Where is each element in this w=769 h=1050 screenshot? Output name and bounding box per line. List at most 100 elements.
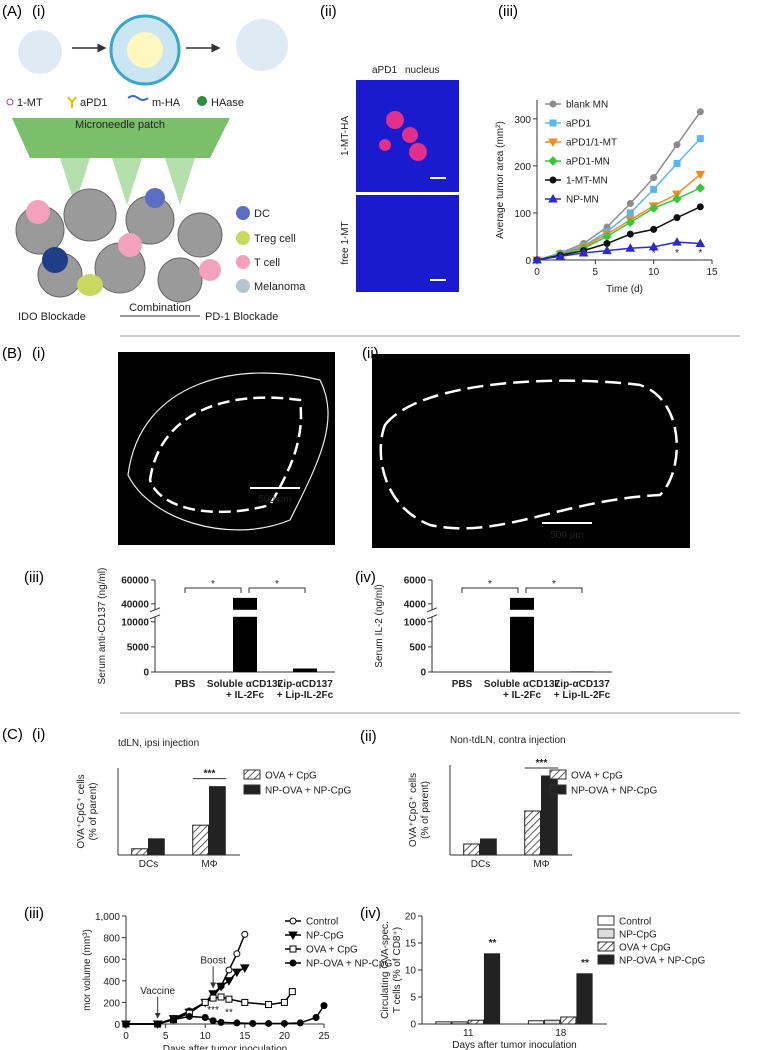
strategy-label: Combination — [129, 302, 191, 314]
legend-label: aPD1/1-MT — [566, 138, 617, 149]
legend-swatch — [243, 784, 261, 795]
marker — [625, 243, 636, 252]
x-tick-label: Soluble αCD137 — [484, 679, 561, 690]
image — [118, 352, 335, 545]
panel-labels: (A) (i) (ii) (iii) (B) (i) (ii) (iii) (i… — [2, 3, 518, 922]
x-tick-label: DCs — [471, 859, 490, 870]
polymer-blob — [18, 30, 62, 74]
marker — [532, 254, 542, 264]
bar — [510, 597, 534, 672]
legend-label: NP-OVA + NP-CpG — [265, 786, 351, 797]
legend-swatch — [597, 915, 615, 926]
legend-label: NP-CpG — [306, 931, 344, 942]
annotation: Vaccine — [140, 986, 175, 997]
panel-label: (iii) — [498, 3, 518, 20]
marker — [695, 183, 706, 193]
icon — [236, 255, 250, 269]
y-tick-label: 0 — [143, 668, 149, 679]
y-tick-label: 1000 — [404, 617, 427, 628]
y-tick-label: 100 — [514, 209, 531, 220]
significance: * — [488, 579, 492, 590]
marker — [239, 964, 250, 973]
bar — [467, 1019, 484, 1025]
x-tick-label: MΦ — [201, 859, 217, 870]
y-tick-label: 5000 — [127, 642, 150, 653]
marker — [650, 174, 658, 182]
axis-break — [152, 609, 335, 617]
legend-swatch — [597, 941, 615, 952]
marker — [185, 1012, 193, 1020]
marker — [312, 1014, 320, 1022]
marker — [673, 214, 681, 222]
bar — [480, 838, 497, 856]
x-tick-label: PBS — [175, 679, 196, 690]
bar — [544, 1019, 561, 1025]
series-line — [536, 206, 701, 261]
row-label: free 1-MT — [340, 221, 351, 264]
x-tick-label: 5 — [163, 1031, 169, 1042]
x-tick-label: 11 — [463, 1028, 474, 1039]
dc — [145, 188, 165, 208]
legend-label: aPD1 — [566, 119, 591, 130]
marker — [122, 1020, 130, 1028]
panel-label: (iii) — [24, 569, 44, 586]
marker — [289, 917, 297, 925]
bracket — [525, 587, 583, 593]
y-tick-label: 200 — [103, 998, 120, 1009]
bar — [576, 973, 593, 1025]
x-tick-label: 20 — [279, 1031, 291, 1042]
y-tick-label: 0 — [114, 1020, 120, 1031]
x-axis-label: Time (d) — [606, 284, 643, 295]
marker — [170, 1016, 178, 1024]
marker — [224, 977, 234, 986]
marker — [241, 998, 249, 1006]
bar — [148, 838, 165, 856]
x-tick-label: 10 — [648, 267, 660, 278]
marker — [578, 247, 589, 257]
legend-label: OVA + CpG — [265, 771, 317, 782]
scale-label: 500 μm — [258, 494, 292, 505]
treg — [77, 274, 103, 296]
marker — [650, 225, 658, 233]
micrographs: aPD1 nucleus 1-MT-HA free 1-MT — [340, 65, 459, 292]
marker — [201, 1014, 209, 1022]
y-axis-label: (% of parent) — [88, 783, 99, 841]
legend-label: HAase — [211, 97, 244, 109]
marker — [549, 100, 557, 108]
bracket — [461, 587, 519, 593]
y-tick-label: 5 — [410, 993, 416, 1004]
marker — [549, 176, 557, 184]
marker — [265, 1001, 273, 1009]
icon — [236, 231, 250, 245]
marker — [549, 119, 557, 127]
y-tick-label: 60000 — [121, 576, 149, 587]
micrograph — [356, 195, 459, 292]
panel-label: (i) — [32, 3, 45, 20]
panel-label: (ii) — [360, 728, 377, 745]
bar — [293, 668, 317, 672]
bar — [560, 1016, 577, 1025]
marker — [288, 931, 298, 941]
y-tick-label: 40000 — [121, 599, 149, 610]
legend-swatch — [549, 784, 567, 795]
legend-label: NP-OVA + NP-CpG — [571, 786, 657, 797]
x-tick-label: 10 — [200, 1031, 212, 1042]
bracket — [184, 587, 242, 593]
y-tick-label: 500 — [409, 642, 426, 653]
icon — [236, 279, 250, 293]
cell-label: Melanoma — [254, 281, 306, 293]
x-tick-label: 18 — [555, 1028, 567, 1039]
annotation: ** — [225, 1007, 233, 1018]
x-tick-label: Soluble αCD137 — [207, 679, 284, 690]
bar — [570, 671, 594, 672]
x-axis-label: Days after tumor inoculation — [452, 1040, 577, 1050]
marker — [154, 1020, 162, 1028]
scale-label: 500 μm — [550, 530, 584, 541]
bar — [541, 775, 558, 856]
icon — [236, 206, 250, 220]
x-tick-label: Lip-αCD137 — [554, 679, 610, 690]
marker — [548, 156, 558, 166]
panel-label: (iv) — [360, 905, 381, 922]
y-tick-label: 20 — [405, 912, 417, 923]
schematic: 1-MT aPD1 m-HA HAase Microneedle patch D… — [6, 14, 306, 323]
